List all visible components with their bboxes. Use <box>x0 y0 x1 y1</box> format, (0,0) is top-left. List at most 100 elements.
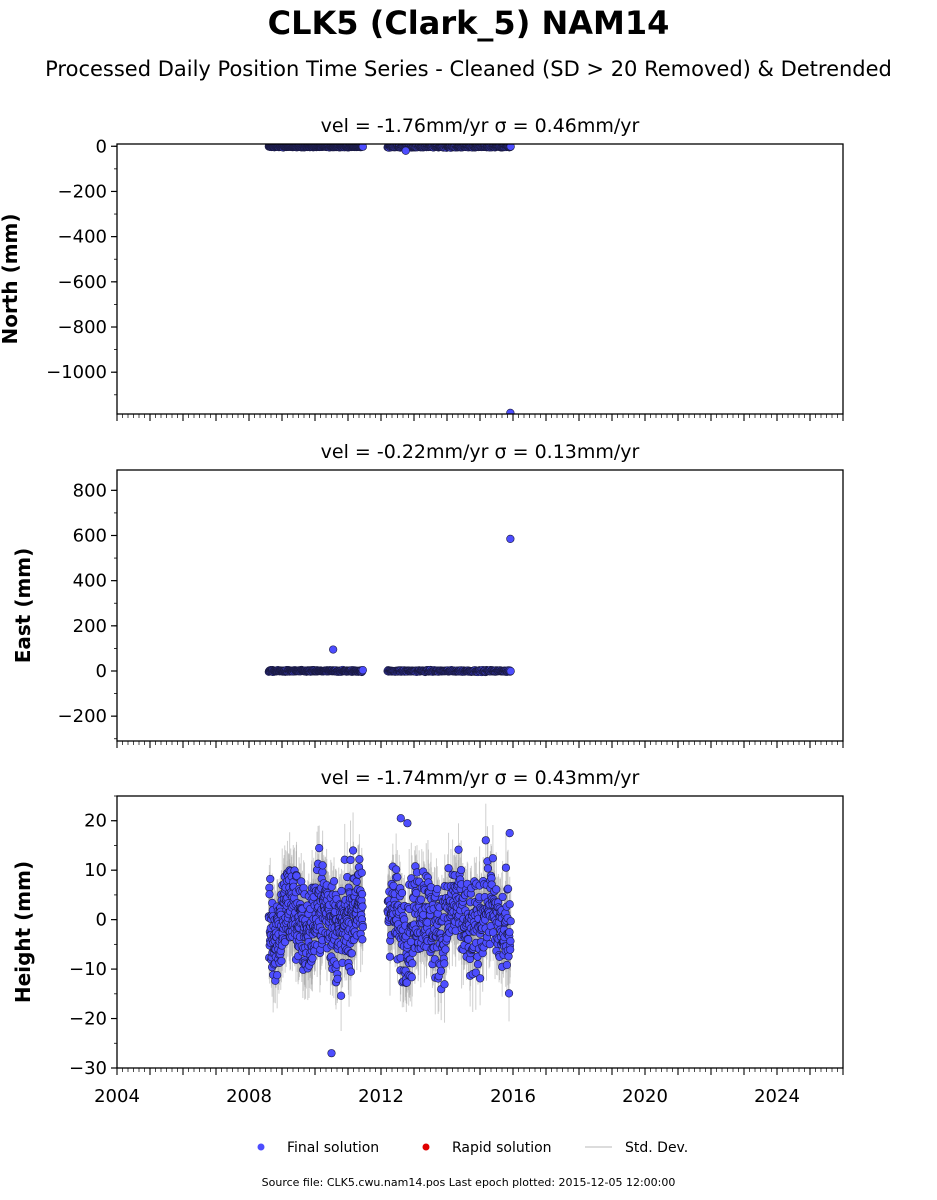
y-tick-label: −20 <box>69 1009 107 1030</box>
data-point <box>436 966 446 976</box>
outlier-point <box>401 146 410 155</box>
data-point <box>506 667 515 676</box>
data-point <box>358 666 367 675</box>
data-point <box>506 945 515 954</box>
data-point <box>412 888 421 898</box>
data-point <box>318 861 327 870</box>
data-point <box>440 959 449 968</box>
data-point <box>440 980 449 989</box>
data-point <box>355 855 364 864</box>
y-tick-label: −800 <box>58 317 107 338</box>
data-point <box>506 144 515 151</box>
data-point <box>502 960 511 970</box>
data-point <box>454 845 463 854</box>
north-plot-frame <box>116 143 844 415</box>
y-tick-label: −200 <box>58 181 107 202</box>
data-point <box>471 968 480 977</box>
y-tick-label: 10 <box>84 860 107 881</box>
y-tick-label: 600 <box>73 525 107 546</box>
outlier-point <box>329 645 338 654</box>
data-point <box>464 935 473 944</box>
data-point <box>444 864 453 873</box>
x-tick-label: 2008 <box>226 1086 272 1107</box>
data-point <box>407 973 416 982</box>
north-axis-label: North (mm) <box>0 213 22 344</box>
data-point <box>315 844 324 853</box>
east-panel-title: vel = -0.22mm/yr σ = 0.13mm/yr <box>321 441 640 463</box>
data-point <box>501 863 511 872</box>
data-point <box>346 967 355 976</box>
data-point <box>333 974 342 983</box>
outlier-point <box>327 1049 336 1058</box>
x-tick-label: 2004 <box>94 1086 140 1107</box>
outlier-point <box>396 814 405 823</box>
legend: Final solution Rapid solution Std. Dev. <box>257 1140 688 1156</box>
data-point <box>348 846 358 855</box>
data-point <box>277 956 286 966</box>
data-point <box>441 945 450 954</box>
height-axis-label: Height (mm) <box>11 861 35 1003</box>
y-tick-label: −30 <box>69 1058 107 1079</box>
legend-rapid-label: Rapid solution <box>452 1140 552 1156</box>
chart-title: CLK5 (Clark_5) NAM14 <box>267 4 670 42</box>
data-point <box>492 885 501 894</box>
data-point <box>329 877 339 886</box>
legend-final-marker <box>257 1143 265 1151</box>
y-tick-label: −400 <box>58 227 107 248</box>
east-data-points <box>264 534 515 677</box>
y-tick-label: 0 <box>96 136 107 157</box>
y-tick-label: 20 <box>84 811 107 832</box>
x-tick-label: 2016 <box>490 1086 536 1107</box>
data-point <box>358 922 367 932</box>
data-point <box>457 865 466 875</box>
data-point <box>358 144 367 151</box>
data-point <box>308 954 317 963</box>
north-data-points <box>264 144 515 414</box>
data-point <box>481 836 490 845</box>
data-point <box>408 959 417 968</box>
data-point <box>402 978 411 987</box>
x-tick-label: 2012 <box>358 1086 404 1107</box>
data-point <box>498 892 507 902</box>
data-point <box>273 971 282 980</box>
chart-subtitle: Processed Daily Position Time Series - C… <box>45 57 892 81</box>
data-point <box>337 886 346 896</box>
data-point <box>265 890 274 899</box>
outlier-point <box>505 828 514 838</box>
east-plot-frame <box>116 469 844 742</box>
data-point <box>397 888 407 898</box>
legend-final-label: Final solution <box>287 1140 379 1156</box>
east-panel: vel = -0.22mm/yr σ = 0.13mm/yr East (mm) 8… <box>11 441 844 748</box>
north-panel: vel = -1.76mm/yr σ = 0.46mm/yr North (mm)… <box>0 115 844 421</box>
data-point <box>433 884 442 894</box>
data-point <box>506 917 515 926</box>
data-point <box>503 884 513 893</box>
data-point <box>505 928 514 937</box>
y-tick-label: 400 <box>73 571 107 592</box>
outlier-point <box>403 819 412 828</box>
data-point <box>483 864 493 873</box>
data-point <box>347 949 356 958</box>
outlier-point <box>506 408 515 414</box>
data-point <box>346 855 355 865</box>
data-point <box>357 868 366 877</box>
data-point <box>504 989 514 998</box>
data-point <box>473 960 483 969</box>
y-tick-label: −10 <box>69 959 107 980</box>
y-tick-label: 800 <box>73 480 107 501</box>
outlier-point <box>506 534 515 543</box>
y-tick-label: −200 <box>58 706 107 727</box>
height-panel: vel = -1.74mm/yr σ = 0.43mm/yr Height (mm… <box>11 767 844 1107</box>
data-point <box>392 865 401 874</box>
data-point <box>337 991 346 1000</box>
data-point <box>292 871 301 880</box>
x-tick-label: 2020 <box>622 1086 668 1107</box>
y-tick-label: −600 <box>58 272 107 293</box>
east-axis-label: East (mm) <box>11 548 35 664</box>
data-point <box>488 854 498 863</box>
data-point <box>475 974 485 983</box>
data-point <box>352 877 361 886</box>
data-point <box>266 874 275 884</box>
data-point <box>506 936 515 946</box>
